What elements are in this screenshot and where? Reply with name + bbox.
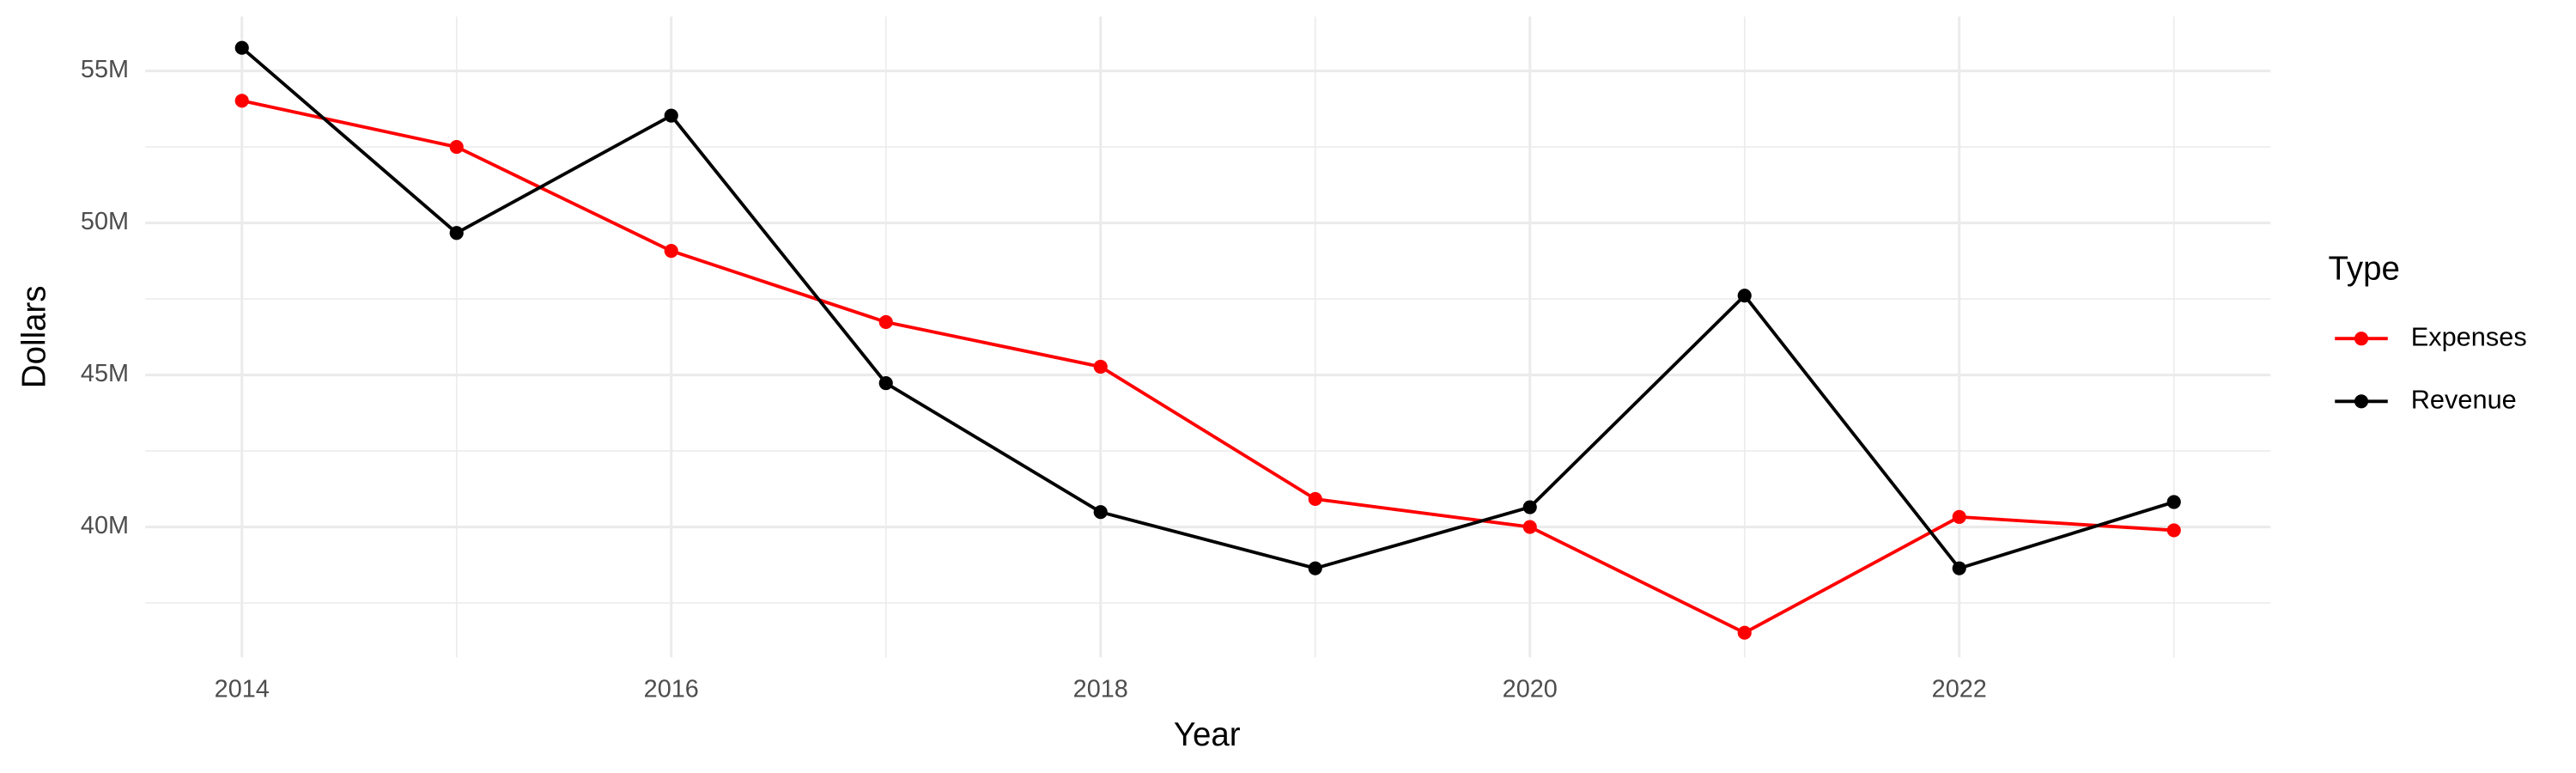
data-point bbox=[664, 244, 678, 259]
data-point bbox=[2166, 523, 2181, 538]
data-point bbox=[1308, 561, 1322, 575]
series-line bbox=[240, 46, 2175, 570]
legend-label: Expenses bbox=[2411, 321, 2527, 351]
data-point bbox=[234, 94, 249, 108]
data-point bbox=[449, 140, 464, 155]
data-point bbox=[1522, 500, 1537, 514]
data-point bbox=[878, 314, 893, 330]
data-point bbox=[2166, 495, 2181, 509]
y-tick-label: 50M bbox=[81, 208, 129, 235]
legend-key-point bbox=[2354, 394, 2369, 409]
y-axis-title: Dollars bbox=[15, 285, 52, 388]
x-tick-label: 2016 bbox=[644, 675, 699, 703]
y-tick-label: 55M bbox=[81, 56, 129, 83]
x-tick-label: 2014 bbox=[215, 675, 270, 703]
x-tick-label: 2018 bbox=[1073, 675, 1128, 703]
legend-key-point bbox=[2354, 332, 2369, 346]
data-point bbox=[1952, 509, 1966, 524]
data-point bbox=[1093, 505, 1108, 520]
plot-area bbox=[234, 40, 2181, 640]
series-line bbox=[241, 99, 2174, 635]
data-point bbox=[664, 108, 678, 123]
data-point bbox=[1308, 491, 1322, 507]
data-point bbox=[878, 376, 893, 391]
data-point bbox=[449, 226, 464, 240]
x-tick-label: 2022 bbox=[1932, 675, 1987, 703]
data-point bbox=[1522, 520, 1537, 534]
data-point bbox=[1737, 625, 1752, 640]
y-tick-label: 45M bbox=[81, 360, 129, 387]
data-point bbox=[1952, 561, 1966, 575]
x-tick-label: 2020 bbox=[1503, 675, 1558, 703]
grid bbox=[145, 16, 2271, 658]
y-tick-label: 40M bbox=[81, 512, 129, 539]
data-point bbox=[1737, 289, 1752, 303]
x-axis-title: Year bbox=[1174, 716, 1241, 753]
data-point bbox=[234, 40, 249, 55]
legend-label: Revenue bbox=[2411, 384, 2517, 414]
legend-title: Type bbox=[2329, 251, 2400, 288]
legend: Type Expenses Revenue bbox=[2329, 251, 2527, 415]
data-point bbox=[1093, 359, 1108, 374]
